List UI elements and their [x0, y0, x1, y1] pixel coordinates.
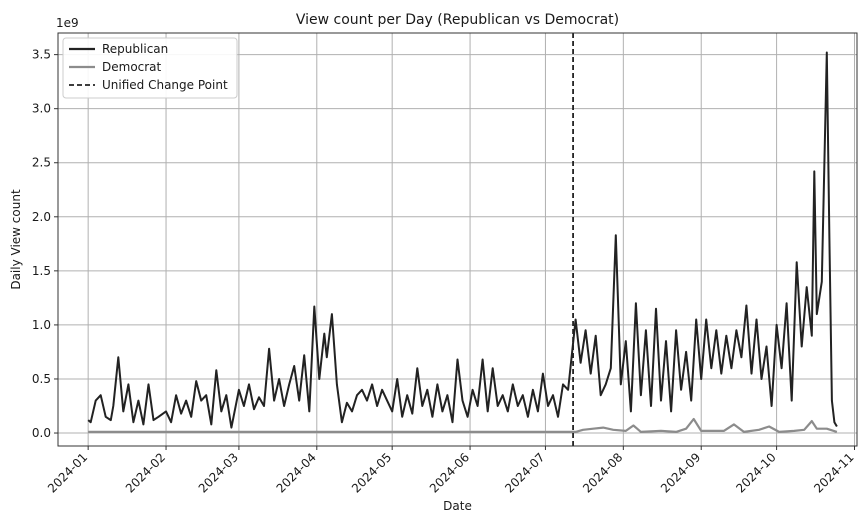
- y-tick-label: 0.5: [32, 372, 51, 386]
- plot-frame: [57, 32, 858, 447]
- y-tick-label: 3.0: [32, 102, 51, 116]
- x-tick-label: 2024-06: [427, 450, 472, 495]
- legend-label-republican: Republican: [102, 42, 168, 56]
- y-tick-label: 2.5: [32, 156, 51, 170]
- x-tick-label: 2024-02: [123, 450, 168, 495]
- series-line-republican: [87, 51, 838, 429]
- y-tick-label: 1.5: [32, 264, 51, 278]
- legend-label-change-point: Unified Change Point: [102, 78, 228, 92]
- y-tick-label: 2.0: [32, 210, 51, 224]
- x-tick-label: 2024-08: [580, 450, 625, 495]
- x-tick-label: 2024-07: [502, 450, 547, 495]
- y-axis-label: Daily View count: [9, 189, 23, 290]
- y-axis: 0.0 0.5 1.0 1.5 2.0 2.5 3.0 3.5: [32, 48, 58, 440]
- chart-title: View count per Day (Republican vs Democr…: [296, 12, 619, 28]
- x-tick-label: 2024-05: [349, 450, 394, 495]
- x-tick-label: 2024-01: [45, 450, 90, 495]
- x-tick-label: 2024-11: [811, 450, 856, 495]
- y-multiplier-label: 1e9: [56, 16, 79, 30]
- x-tick-label: 2024-04: [274, 450, 319, 495]
- x-axis-label: Date: [443, 499, 472, 512]
- legend: Republican Democrat Unified Change Point: [62, 37, 238, 99]
- legend-box: [62, 37, 238, 99]
- y-tick-label: 1.0: [32, 318, 51, 332]
- x-tick-label: 2024-03: [196, 450, 241, 495]
- grid: [58, 33, 857, 446]
- series-layer: [87, 51, 838, 433]
- x-tick-label: 2024-09: [658, 450, 703, 495]
- series-line-democrat: [88, 417, 838, 433]
- y-tick-label: 0.0: [32, 426, 51, 440]
- legend-label-democrat: Democrat: [102, 60, 162, 74]
- y-tick-label: 3.5: [32, 48, 51, 62]
- x-axis: 2024-01 2024-02 2024-03 2024-04 2024-05 2024-…: [45, 446, 857, 496]
- x-tick-label: 2024-10: [733, 450, 778, 495]
